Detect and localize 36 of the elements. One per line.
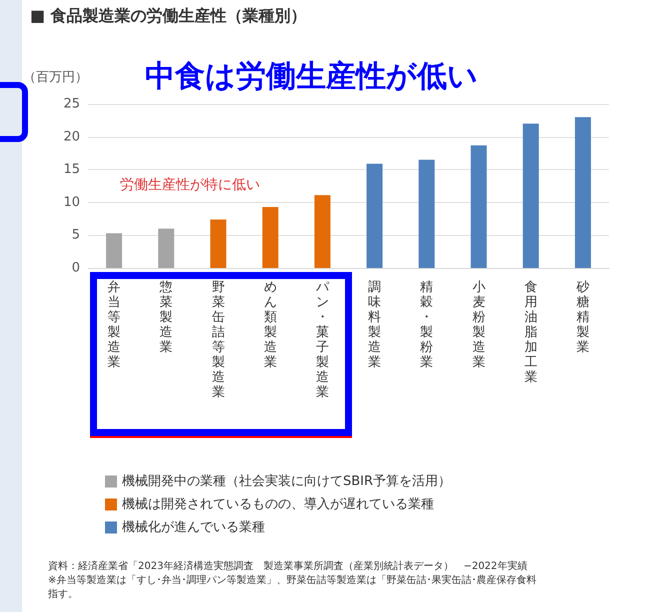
chart-title: ■ 食品製造業の労働生産性（業種別）: [30, 6, 307, 27]
bar: [262, 206, 278, 268]
legend-label: 機械化が進んでいる業種: [122, 520, 265, 535]
bar: [210, 219, 226, 268]
text: 指す。: [48, 588, 79, 602]
y-axis-title: （百万円）: [23, 70, 88, 85]
annotation: 労働生産性が特に低い: [120, 176, 260, 194]
x-tick-label: 精穀・製粉業: [420, 280, 434, 370]
y-tick-label: 5: [72, 228, 80, 243]
x-tick-label: パン・菓子製造業: [314, 280, 330, 400]
text: ※弁当等製造業は「すし･弁当･調理パン等製造業」、野菜缶詰等製造業は「野菜缶詰･果実缶詰･農産保存食料: [48, 574, 536, 588]
x-tick-label: 惣菜製造業: [158, 280, 173, 355]
legend-label: 機械は開発されているものの、導入が遅れている業種: [122, 497, 434, 512]
bar: [106, 233, 122, 268]
x-tick-label: 弁当等製造業: [108, 280, 121, 370]
y-tick-label: 20: [63, 129, 80, 144]
bar: [574, 117, 591, 268]
y-tick-label: 25: [63, 96, 80, 112]
y-tick-label: 10: [63, 194, 80, 210]
text: 資料：経済産業省「2023年経済構造実態調査 製造業事業所調査（産業別統計表データ） −2022年実績: [48, 560, 528, 574]
bar: [470, 145, 487, 268]
text: 中食は労働生産性が低い: [145, 58, 478, 96]
bar: [158, 228, 174, 268]
x-tick-label: 調味料製造業: [368, 280, 382, 370]
bar: [366, 164, 383, 268]
legend-label: 機械開発中の業種（社会実装に向けてSBIR予算を活用）: [122, 473, 452, 489]
bar: [314, 195, 330, 268]
x-tick-label: 食用油脂加工業: [524, 280, 538, 385]
y-tick-label: 0: [72, 260, 80, 276]
x-tick-label: 野菜缶詰等製造業: [212, 280, 225, 400]
y-tick-label: 15: [63, 162, 80, 178]
bar: [418, 160, 435, 268]
x-tick-label: 小麦粉製造業: [472, 280, 486, 370]
x-tick-label: 砂糖精製業: [575, 280, 590, 355]
bar: [522, 124, 539, 268]
x-tick-label: めん類製造業: [264, 280, 277, 370]
